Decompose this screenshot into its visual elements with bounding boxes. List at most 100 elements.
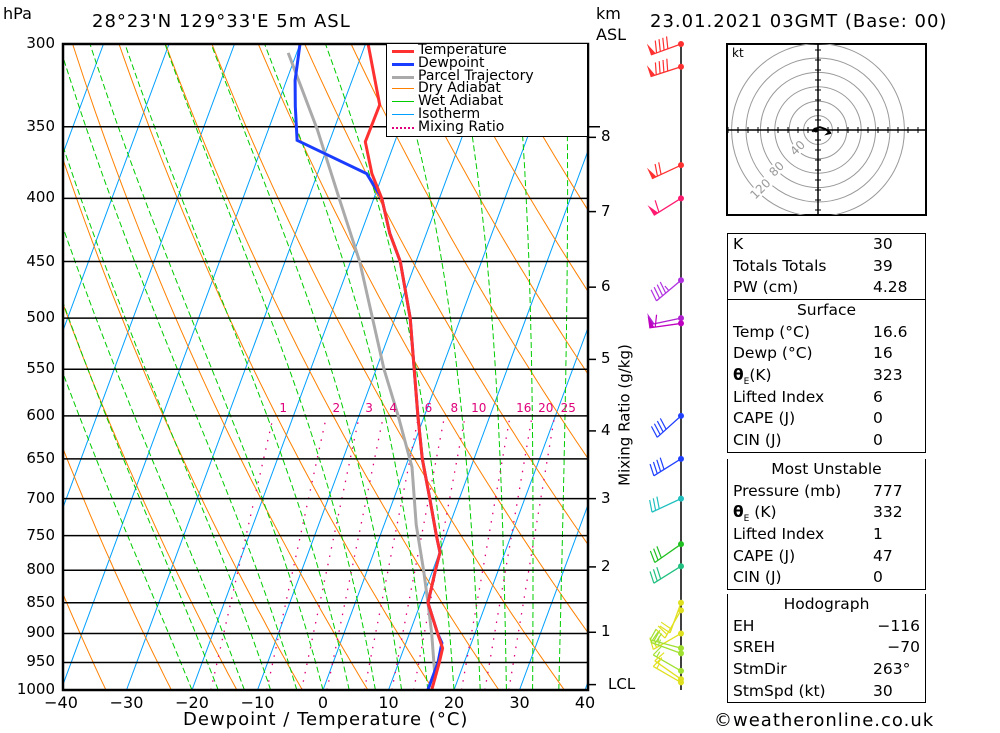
wet-adiabat (63, 55, 298, 690)
temperature-tick-label: −30 (109, 693, 144, 712)
x-axis-title: Dewpoint / Temperature (°C) (183, 709, 469, 730)
isotherm (191, 44, 432, 690)
wind-dot (678, 541, 684, 548)
temperature-tick-label: 20 (443, 693, 465, 712)
temperature-tick-label: −40 (44, 693, 78, 712)
km-tick-label: 3 (601, 488, 611, 507)
wind-dot (678, 63, 684, 70)
dry-adiabat (63, 592, 107, 690)
plot-frame (61, 42, 590, 692)
legend-swatch (392, 62, 414, 66)
location-title: 28°23'N 129°33'E 5m ASL (92, 11, 351, 32)
wind-barb (647, 195, 684, 216)
legend-item: Wet Adiabat (387, 94, 587, 108)
temperature-tick-label: 40 (574, 693, 596, 712)
mixing-ratio-label: 6 (424, 401, 433, 415)
wet-adiabat (455, 44, 507, 690)
km-tick-label: 8 (601, 127, 611, 146)
table-row: Lifted Index 1 (728, 524, 925, 546)
legend-swatch (392, 126, 414, 129)
table-row: SREH −70 (728, 637, 925, 659)
pressure-tick-label: 450 (26, 251, 55, 270)
wind-dot (678, 563, 684, 570)
pressure-tick-label: 800 (26, 560, 55, 579)
pressure-tick-label: 700 (26, 488, 55, 507)
legend-swatch (392, 75, 414, 79)
wind-dot (678, 607, 684, 614)
dry-adiabat (350, 44, 588, 460)
km-axis (588, 136, 596, 686)
dry-adiabat (165, 44, 500, 690)
temperature-tick-label: −10 (240, 693, 275, 712)
mixing-ratio-line (391, 415, 446, 690)
wet-adiabat (558, 44, 569, 690)
temperature-tick-label: −20 (175, 693, 209, 712)
row-label: StmDir (733, 660, 787, 679)
wind-barb (649, 628, 684, 652)
most-unstable-table: Most Unstable Pressure (mb) 777 θE (K) 332 Li… (727, 459, 926, 591)
wet-adiabat (264, 44, 429, 690)
table-row: Dewp (°C) 16 (728, 343, 925, 365)
dewpoint-line (293, 44, 444, 690)
wind-barb (649, 455, 684, 477)
row-value: 777 (873, 481, 903, 500)
row-label: Pressure (mb) (733, 481, 842, 500)
wet-adiabat (63, 144, 272, 690)
km-tick-label: 2 (601, 556, 611, 575)
wind-dot (678, 315, 684, 322)
pressure-tick-label: 350 (26, 116, 55, 135)
table-row: K 30 (728, 234, 925, 256)
row-label: CIN (J) (733, 568, 782, 587)
row-label: Lifted Index (733, 387, 825, 406)
table-row: θE (K) 332 (728, 502, 925, 524)
temperature-tick-label: 10 (378, 693, 399, 712)
row-value: 0 (873, 431, 883, 450)
pressure-tick-label: 550 (26, 359, 55, 378)
dry-adiabat (72, 44, 369, 690)
wind-barb (646, 162, 684, 180)
km-tick-label: 6 (601, 277, 611, 296)
row-label: CIN (J) (733, 431, 782, 450)
mixing-ratio-label: 2 (332, 401, 341, 415)
wind-barb (647, 314, 684, 329)
wind-dot (678, 320, 684, 327)
mixing-ratio-line (484, 415, 533, 690)
table-row: Temp (°C) 16.6 (728, 322, 925, 344)
legend-label: Mixing Ratio (418, 118, 505, 135)
wet-adiabat (390, 44, 481, 690)
wet-adiabat (514, 44, 534, 690)
wind-dot (678, 277, 684, 284)
dry-adiabat (257, 44, 588, 634)
isotherm (63, 44, 235, 509)
isotherm (63, 44, 170, 332)
legend-swatch (392, 101, 414, 103)
theta-subscript: E (743, 377, 750, 388)
wind-dot (678, 195, 684, 202)
table-row: StmDir 263° (728, 659, 925, 681)
copyright: ©weatheronline.co.uk (714, 710, 935, 731)
wind-dot (678, 412, 684, 419)
table-section-title: Most Unstable (771, 460, 882, 478)
wind-dot (678, 679, 684, 686)
row-label: EH (733, 616, 755, 635)
row-value: 4.28 (873, 278, 908, 297)
wind-dot (678, 41, 684, 47)
wind-barb (649, 563, 684, 584)
isotherm (126, 44, 366, 690)
km-unit: km (596, 4, 621, 23)
table-row: EH −116 (728, 616, 925, 638)
legend: Temperature Dewpoint Parcel Trajectory Dry … (386, 43, 588, 137)
pressure-tick-label: 1000 (16, 680, 55, 698)
pressure-tick-label: 300 (26, 34, 55, 52)
wind-barb (650, 631, 684, 657)
isotherm (63, 44, 301, 687)
km-tick-label: LCL (608, 674, 636, 693)
row-value: −70 (887, 638, 920, 657)
wind-dot (678, 162, 684, 169)
dry-adiabat (397, 44, 588, 375)
dry-adiabat (118, 44, 434, 690)
table-section-title: Hodograph (783, 595, 870, 613)
km-tick-label: 1 (601, 622, 611, 641)
dry-adiabat (304, 44, 588, 546)
row-label-suffix: (K) (749, 503, 777, 522)
